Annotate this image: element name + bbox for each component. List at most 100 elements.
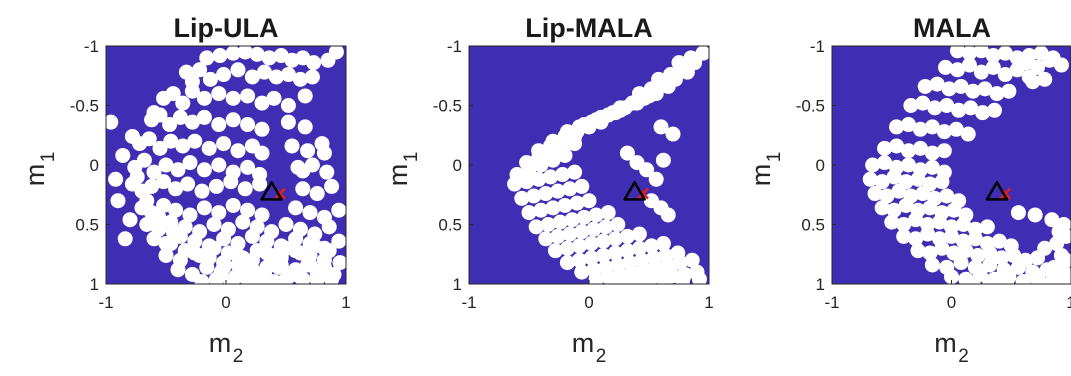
sample-point [889,119,905,135]
sample-point [949,46,965,59]
sample-point [1010,205,1026,221]
sample-point [538,231,554,247]
y-tick-label: -0.5 [433,97,462,116]
sample-point [1037,71,1053,87]
sample-point [249,243,265,259]
y-tick-label: 0 [453,156,462,175]
sample-point [533,157,549,173]
sample-point [146,164,162,180]
sample-point [240,88,256,104]
sample-point [242,274,258,284]
sample-point [302,257,318,273]
sample-point [254,95,270,111]
sample-point [223,274,239,284]
y-tick-label: -1 [447,37,462,56]
sample-point [929,76,945,92]
sample-point [877,155,893,171]
sample-point [973,46,989,59]
sample-point [273,257,289,273]
sample-point [106,114,119,130]
sample-point [961,57,977,73]
sample-point [208,178,224,194]
sample-point [208,271,224,284]
sample-point [196,90,212,106]
sample-point [655,236,671,252]
sample-point [1053,57,1069,73]
sample-point [641,88,657,104]
sample-point [574,224,590,240]
sample-point [884,214,900,230]
sample-point [211,86,227,102]
sample-point [177,243,193,259]
sample-point [675,272,691,284]
sample-point [216,259,232,275]
sample-point [252,176,268,192]
x-tick-label: 0 [221,293,230,312]
sample-points [507,46,709,284]
y-tick-label: -0.5 [70,97,99,116]
sample-point [991,233,1007,249]
sample-point [531,171,547,187]
y-axis-label: m [746,164,776,187]
sample-point [958,243,974,259]
sample-point [586,221,602,237]
sample-point [605,274,621,284]
sample-point [672,255,688,271]
sample-point [309,186,325,202]
x-tick-label: 0 [584,293,593,312]
sample-point [550,183,566,199]
sample-point [108,171,124,187]
sample-point [211,205,227,221]
sample-point [211,117,227,133]
sample-point [917,78,933,94]
sample-point [225,197,241,213]
sample-point [922,245,938,261]
sample-point [254,207,270,223]
sample-point [1010,259,1026,275]
sample-point [874,200,890,216]
sample-point [278,240,294,256]
x-axis-label-subscript: 2 [958,346,969,367]
y-tick-label: 1 [90,275,99,294]
y-axis-label-subscript: 1 [401,152,422,163]
y-axis-label-subscript: 1 [764,152,785,163]
sample-point [146,231,162,247]
sample-point [240,202,256,218]
sample-point [261,50,277,66]
sample-point [619,228,635,244]
y-tick-label: -1 [84,37,99,56]
sample-point [915,186,931,202]
panel-title: Lip-MALA [525,13,652,43]
sample-point [206,217,222,232]
sample-point [266,90,282,106]
x-axis-label-subscript: 2 [233,346,244,367]
y-tick-label: 0.5 [438,216,462,235]
triangle-marker [260,181,283,201]
sample-point [216,136,232,152]
sample-point [910,171,926,187]
sample-point [194,274,210,284]
sample-point [192,247,208,263]
sample-point [955,217,971,232]
sample-point [302,205,318,221]
sample-point [196,162,212,178]
sample-point [889,138,905,154]
sample-point [139,217,155,232]
sample-point [631,240,647,256]
sample-point [199,259,215,275]
sample-point [237,46,253,60]
sample-point [139,193,155,209]
sample-point [567,136,583,152]
sample-point [595,233,611,249]
sample-point [1058,252,1071,268]
sample-point [1056,264,1071,280]
sample-point [985,48,1001,64]
sample-point [896,228,912,244]
sample-point [562,226,578,242]
sample-point [156,174,172,190]
sample-point [331,202,346,218]
sample-point [927,100,943,116]
sample-point [949,62,965,78]
sample-point [877,140,893,156]
panel-lip-mala: Lip-MALA -1 0 1-1-0.500.51m 2m1 [383,13,714,367]
